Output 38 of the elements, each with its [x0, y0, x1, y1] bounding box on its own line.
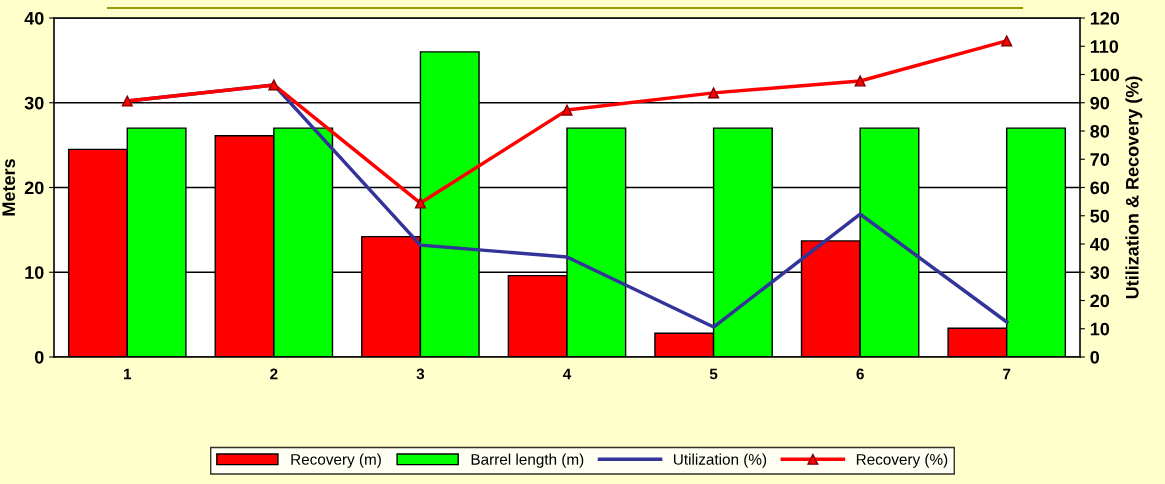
y2-tick-label: 70: [1090, 153, 1110, 166]
y2-tick-label: 100: [1090, 68, 1120, 82]
point: [121, 95, 133, 107]
y-tick-label: 40: [24, 11, 44, 25]
x-tick-label: 1: [124, 368, 132, 380]
legend-label: Recovery (m): [291, 453, 381, 468]
legend-label: Barrel length (m): [471, 453, 584, 468]
point: [1001, 35, 1013, 47]
point: [854, 75, 866, 87]
y2-tick-label: 110: [1090, 40, 1119, 53]
y2-tick-label: 90: [1090, 96, 1110, 110]
x-tick-label: 7: [1003, 368, 1011, 380]
y2-tick-label: 50: [1090, 209, 1110, 223]
y2-tick-label: 120: [1090, 11, 1120, 25]
y2-axis-title: Utilization & Recovery (%): [1125, 76, 1143, 299]
point: [414, 197, 426, 209]
y2-tick-label: 0: [1090, 350, 1100, 364]
y-tick-label: 20: [24, 181, 44, 195]
x-tick-label: 4: [562, 368, 572, 380]
y-tick-label: 0: [34, 350, 44, 364]
point: [268, 79, 280, 91]
y2-tick-label: 60: [1090, 181, 1110, 195]
x-tick-label: 5: [709, 368, 718, 380]
y-tick-label: 10: [25, 266, 44, 279]
x-tick-label: 6: [856, 368, 864, 380]
legend-label: Recovery (%): [856, 453, 948, 468]
y2-tick-label: 30: [1090, 266, 1110, 279]
point: [708, 87, 720, 99]
y-tick-label: 30: [24, 96, 44, 110]
y2-tick-label: 40: [1090, 237, 1110, 251]
point: [561, 104, 573, 116]
y2-tick-label: 10: [1090, 322, 1110, 336]
y2-tick-label: 80: [1090, 124, 1110, 138]
y2-tick-label: 20: [1090, 294, 1110, 308]
x-tick-label: 3: [416, 368, 425, 380]
legend-label: Utilization (%): [673, 453, 767, 468]
y-axis-title: Meters: [2, 159, 16, 216]
x-tick-label: 2: [270, 368, 278, 380]
